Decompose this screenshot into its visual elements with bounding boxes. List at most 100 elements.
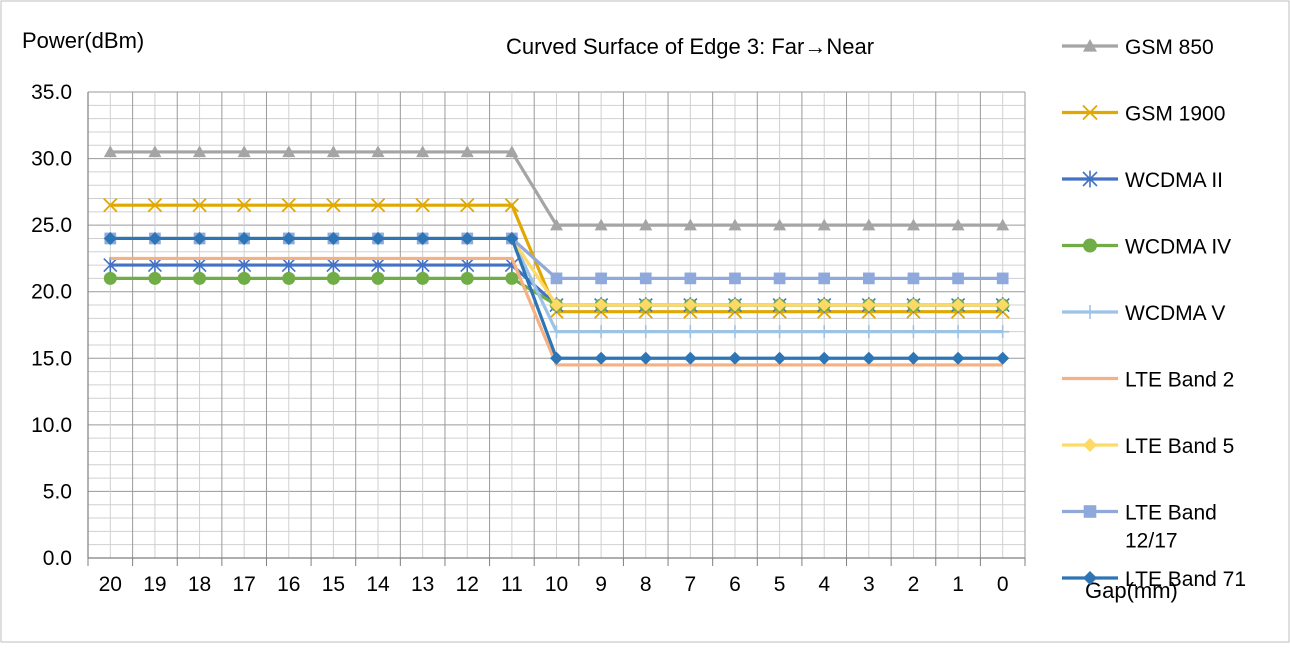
- data-point-square: [818, 272, 831, 285]
- data-point-triangle: [817, 218, 831, 231]
- data-point-square: [952, 272, 964, 285]
- data-point-plus: [773, 325, 787, 339]
- legend-item: LTE Band 2: [1062, 369, 1234, 392]
- x-tick-label: 12: [456, 573, 479, 596]
- data-point-diamond: [817, 351, 831, 365]
- data-point-triangle: [148, 145, 162, 158]
- data-point-plus: [951, 325, 965, 339]
- data-point-triangle: [773, 218, 787, 231]
- data-point-triangle: [103, 145, 117, 158]
- x-tick-label: 3: [863, 573, 875, 596]
- data-point-square: [595, 272, 607, 285]
- data-point-x: [1082, 104, 1098, 121]
- data-point-triangle: [951, 218, 965, 231]
- x-tick-label: 1: [952, 573, 964, 596]
- series-gsm-850: [103, 145, 1010, 231]
- data-point-x: [370, 198, 386, 213]
- data-point-triangle: [282, 145, 296, 158]
- legend-label: LTE Band 5: [1125, 435, 1234, 458]
- data-point-diamond: [817, 298, 831, 312]
- legend-item: LTE Band 12/17: [1062, 502, 1217, 553]
- legend-label: WCDMA IV: [1125, 236, 1231, 259]
- y-tick-label: 20.0: [31, 281, 72, 304]
- data-point-plus: [996, 325, 1010, 339]
- data-point-plus: [550, 325, 563, 339]
- data-point-plus: [594, 325, 608, 339]
- data-point-diamond: [639, 351, 653, 365]
- legend-label: LTE Band 2: [1125, 369, 1234, 392]
- data-point-x: [147, 198, 163, 213]
- data-point-triangle: [1083, 39, 1097, 52]
- series-line: [110, 256, 1003, 367]
- legend-item: GSM 850: [1062, 36, 1214, 59]
- data-point-square: [729, 272, 741, 285]
- data-point-circle: [416, 271, 430, 285]
- legend-item: LTE Band 5: [1062, 435, 1234, 458]
- data-point-diamond: [594, 351, 608, 365]
- axis-labels: Power(dBm) Curved Surface of Edge 3: Far…: [22, 28, 1178, 603]
- x-tick-label: 18: [188, 573, 211, 596]
- data-point-triangle: [550, 218, 563, 231]
- data-point-triangle: [460, 145, 474, 158]
- data-point-circle: [193, 271, 207, 285]
- legend: GSM 850 GSM 1900 WCDMA II WCDMA IV WCDMA V LT…: [1062, 36, 1246, 591]
- data-point-x: [326, 198, 341, 213]
- y-tick-label: 0.0: [43, 547, 72, 570]
- y-tick-label: 5.0: [43, 480, 72, 503]
- y-tick-label: 10.0: [31, 414, 72, 437]
- data-point-triangle: [639, 218, 653, 231]
- data-point-circle: [1083, 238, 1097, 253]
- data-point-x: [237, 198, 252, 213]
- data-point-circle: [371, 271, 385, 285]
- data-point-circle: [460, 271, 474, 285]
- legend-item: GSM 1900: [1062, 103, 1225, 126]
- data-point-x: [460, 198, 475, 213]
- x-tick-label: 17: [232, 573, 255, 596]
- data-point-diamond: [996, 351, 1010, 365]
- legend-item: LTE Band 71: [1062, 568, 1246, 591]
- data-point-triangle: [416, 145, 430, 158]
- data-point-x: [281, 198, 296, 213]
- x-tick-label: 6: [729, 573, 741, 596]
- x-tick-label: 14: [366, 573, 390, 596]
- data-point-square: [1083, 505, 1097, 518]
- data-point-square: [907, 272, 920, 285]
- legend-label: GSM 1900: [1125, 103, 1225, 126]
- x-tick-label: 19: [143, 573, 166, 596]
- data-point-circle: [326, 271, 340, 285]
- data-point-diamond: [951, 298, 965, 312]
- legend-item: WCDMA V: [1062, 302, 1225, 325]
- data-point-diamond: [282, 231, 296, 245]
- y-tick-label: 25.0: [31, 214, 72, 237]
- data-point-diamond: [594, 298, 608, 312]
- series-layer: [103, 145, 1010, 367]
- data-point-triangle: [906, 218, 920, 231]
- data-point-square: [684, 272, 697, 285]
- data-point-x: [103, 198, 118, 213]
- x-tick-label: 20: [99, 573, 122, 596]
- data-point-triangle: [862, 218, 876, 231]
- data-point-circle: [282, 271, 296, 285]
- grid: [87, 91, 1026, 566]
- data-point-triangle: [326, 145, 340, 158]
- data-point-x: [415, 198, 430, 213]
- legend-label: 12/17: [1125, 530, 1178, 553]
- x-tick-label: 5: [774, 573, 786, 596]
- data-point-diamond: [639, 298, 653, 312]
- y-tick-label: 15.0: [31, 347, 72, 370]
- data-point-triangle: [371, 145, 385, 158]
- data-point-diamond: [326, 231, 340, 245]
- x-tick-label: 15: [322, 573, 345, 596]
- data-point-triangle: [728, 218, 742, 231]
- data-point-circle: [237, 271, 251, 285]
- data-point-diamond: [193, 231, 207, 245]
- data-point-plus: [639, 325, 653, 339]
- series-lte-band-2: [110, 256, 1003, 367]
- data-point-plus: [817, 325, 831, 339]
- data-point-triangle: [996, 218, 1010, 231]
- x-tick-label: 8: [640, 573, 652, 596]
- data-point-plus: [862, 325, 876, 339]
- data-point-circle: [148, 271, 162, 285]
- chart-title: Curved Surface of Edge 3: Far→Near: [506, 34, 874, 59]
